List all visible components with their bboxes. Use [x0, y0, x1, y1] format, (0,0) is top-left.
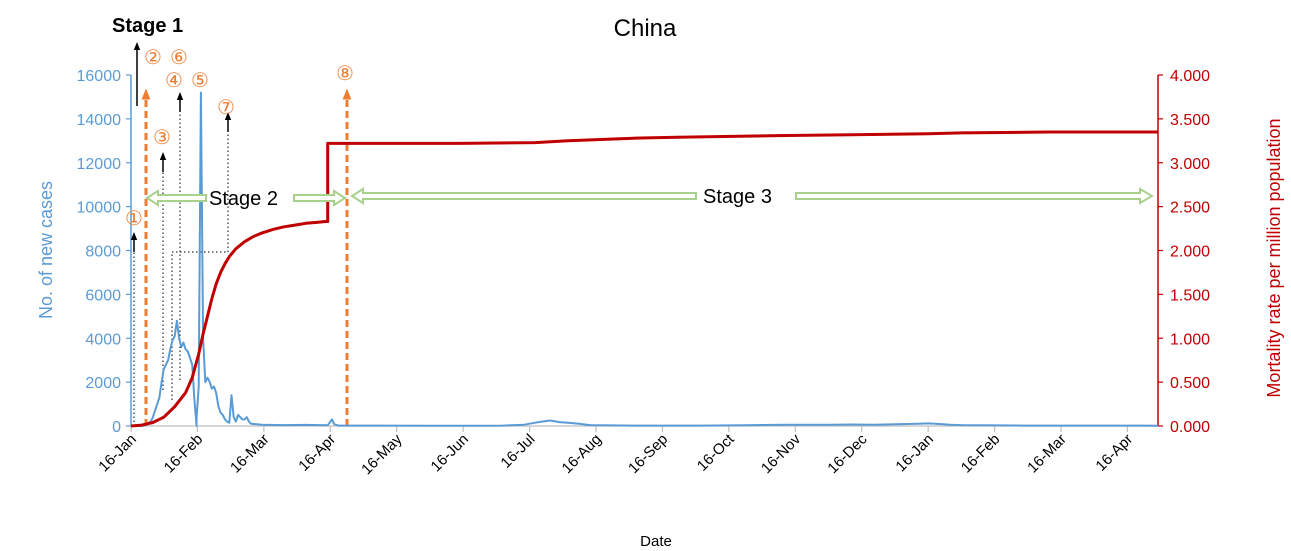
y-right-tick-label: 2.500	[1170, 200, 1210, 217]
y-left-tick-label: 8000	[85, 244, 121, 261]
orange-arrows	[141, 88, 352, 426]
y-right-tick-label: 2.000	[1170, 244, 1210, 261]
x-tick-label: 16-Jan	[892, 431, 936, 475]
y-right-tick-labels: 0.000 0.500 1.000 1.500 2.000 2.500 3.000 3.500…	[1158, 68, 1210, 436]
marker-4: ④	[165, 68, 183, 92]
x-axis-title: Date	[640, 533, 672, 550]
y-left-tick-label: 0	[112, 419, 121, 436]
y-right-axis-title: Mortality rate per million population	[1264, 118, 1284, 397]
stage2-arrow-right	[293, 189, 347, 207]
chart-title: China	[614, 15, 677, 42]
y-right-tick-label: 0.000	[1170, 419, 1210, 436]
y-right-tick-label: 3.500	[1170, 112, 1210, 129]
y-left-tick-label: 12000	[77, 156, 122, 173]
y-left-tick-label: 6000	[85, 287, 121, 304]
marker-6: ⑥	[170, 45, 188, 69]
x-tick-label: 16-Jun	[428, 431, 472, 475]
x-tick-label: 16-Feb	[161, 431, 207, 477]
y-right-tick-label: 4.000	[1170, 68, 1210, 85]
x-tick-label: 16-Feb	[958, 431, 1004, 477]
marker-2: ②	[144, 45, 162, 69]
x-tick-label: 16-Mar	[227, 431, 273, 477]
y-right-tick-label: 1.500	[1170, 287, 1210, 304]
mortality-line	[130, 130, 1158, 428]
marker-8: ⑧	[336, 61, 354, 85]
x-tick-label: 16-Mar	[1024, 431, 1070, 477]
stage1-label: Stage 1	[112, 15, 183, 37]
y-left-tick-label: 10000	[77, 200, 122, 217]
y-left-tick-label: 16000	[77, 68, 122, 85]
x-tick-label: 16-May	[358, 430, 406, 478]
stage3-label: Stage 3	[703, 186, 772, 208]
x-tick-label: 16-Jul	[497, 431, 538, 472]
new-cases-line	[131, 91, 1159, 427]
y-right-tick-label: 3.000	[1170, 156, 1210, 173]
x-tick-label: 16-Jan	[95, 431, 139, 475]
stage2-label: Stage 2	[209, 188, 278, 210]
y-left-tick-label: 14000	[77, 112, 122, 129]
stage3-arrow-right	[795, 187, 1154, 205]
marker-5: ⑤	[191, 68, 209, 92]
y-right-tick-label: 0.500	[1170, 375, 1210, 392]
y-left-tick-label: 4000	[85, 331, 121, 348]
stage3-arrow-left	[350, 187, 697, 205]
y-left-tick-labels: 0 2000 4000 6000 8000 10000 12000 14000 16000	[77, 68, 131, 436]
x-tick-label: 16-Nov	[758, 430, 805, 477]
x-tick-label: 16-Dec	[824, 430, 871, 477]
y-left-tick-label: 2000	[85, 375, 121, 392]
x-tick-labels: 16-Jan 16-Feb 16-Mar 16-Apr 16-May 16-Jun 16-J…	[95, 426, 1136, 478]
x-tick-label: 16-Apr	[295, 431, 339, 475]
black-arrows	[130, 42, 232, 252]
stage2-arrow-left	[145, 189, 207, 207]
x-tick-label: 16-Oct	[694, 430, 738, 474]
circled-markers: ① ② ③ ④ ⑤ ⑥ ⑦ ⑧	[125, 45, 354, 230]
guide-lines	[133, 104, 229, 426]
x-tick-label: 16-Apr	[1092, 431, 1136, 475]
marker-7: ⑦	[217, 95, 235, 119]
marker-1: ①	[125, 206, 143, 230]
guide-bracket	[171, 251, 228, 400]
x-tick-label: 16-Sep	[625, 431, 671, 477]
y-right-tick-label: 1.000	[1170, 331, 1210, 348]
y-left-axis-title: No. of new cases	[36, 181, 56, 319]
marker-3: ③	[153, 125, 171, 149]
x-tick-label: 16-Aug	[559, 431, 605, 477]
